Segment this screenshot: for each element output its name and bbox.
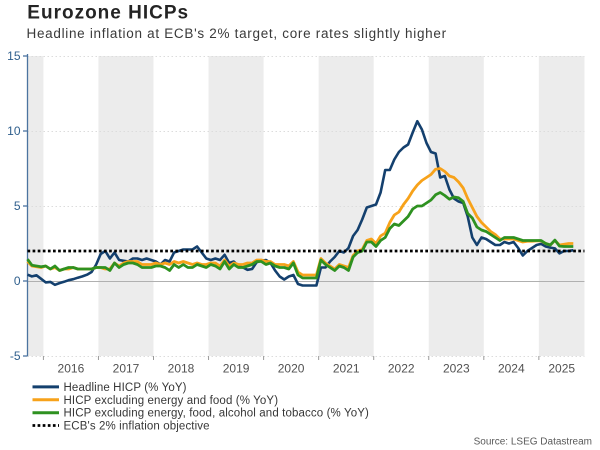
svg-text:2019: 2019 xyxy=(223,362,250,376)
svg-text:0: 0 xyxy=(14,274,21,288)
svg-text:5: 5 xyxy=(14,199,21,213)
svg-text:2018: 2018 xyxy=(168,362,195,376)
svg-text:10: 10 xyxy=(7,124,21,138)
svg-text:HICP excluding energy and food: HICP excluding energy and food (% YoY) xyxy=(64,395,279,407)
svg-text:-5: -5 xyxy=(10,349,21,363)
svg-text:2021: 2021 xyxy=(333,362,360,376)
svg-text:2022: 2022 xyxy=(388,362,415,376)
svg-text:15: 15 xyxy=(7,49,21,63)
svg-text:Eurozone HICPs: Eurozone HICPs xyxy=(27,3,189,24)
svg-text:Source: LSEG Datastream: Source: LSEG Datastream xyxy=(474,437,592,448)
svg-text:HICP excluding energy, food, a: HICP excluding energy, food, alcohol and… xyxy=(64,408,370,420)
svg-text:2017: 2017 xyxy=(113,362,140,376)
svg-text:2020: 2020 xyxy=(278,362,305,376)
svg-text:Headline inflation at ECB's 2%: Headline inflation at ECB's 2% target, c… xyxy=(27,26,447,41)
svg-text:2016: 2016 xyxy=(58,362,85,376)
svg-text:Headline HICP (% YoY): Headline HICP (% YoY) xyxy=(64,382,187,394)
svg-text:2024: 2024 xyxy=(498,362,525,376)
svg-text:2025: 2025 xyxy=(548,362,575,376)
svg-text:ECB's 2% inflation objective: ECB's 2% inflation objective xyxy=(64,421,210,433)
svg-text:2023: 2023 xyxy=(443,362,470,376)
